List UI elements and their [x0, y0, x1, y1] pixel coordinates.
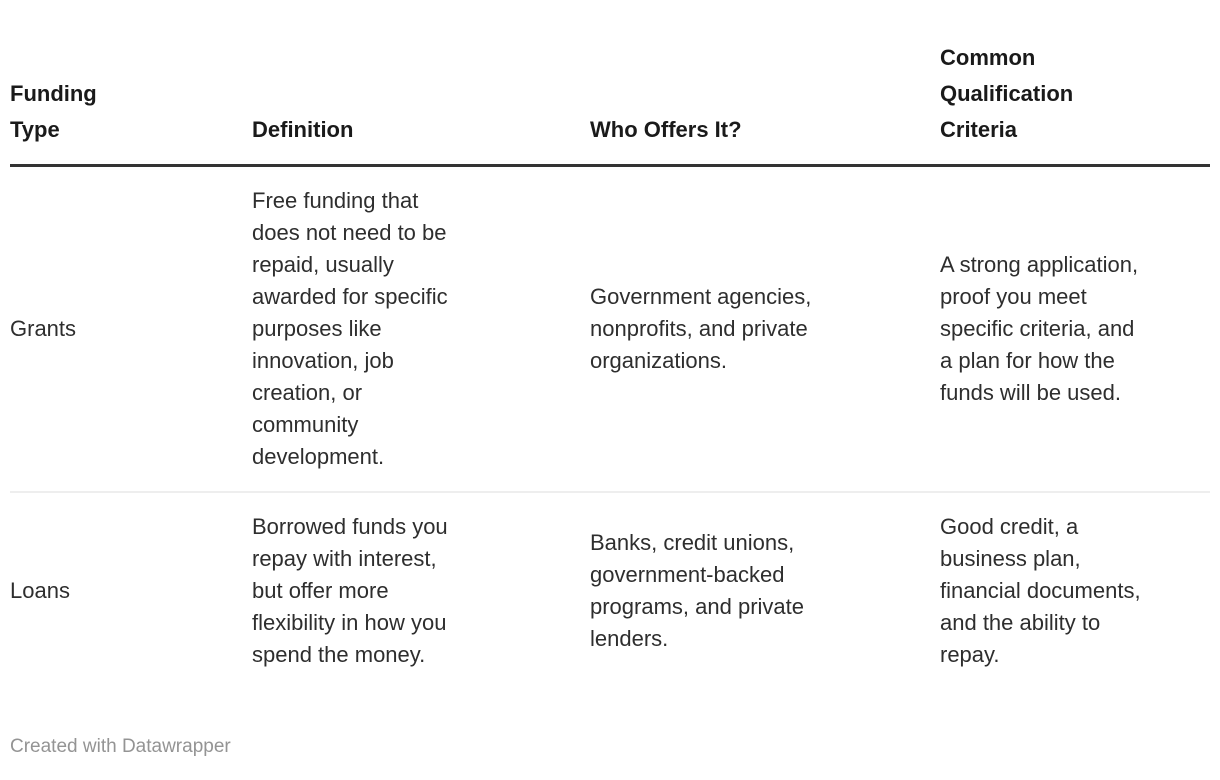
- column-header-funding-type: Funding Type: [10, 0, 252, 167]
- datawrapper-credit-link[interactable]: Created with Datawrapper: [10, 736, 231, 757]
- table-row-loans: Loans Borrowed funds you repay with inte…: [10, 492, 1210, 689]
- column-header-definition: Definition: [252, 0, 590, 167]
- cell-loans-who-offers: Banks, credit unions, government-backed …: [590, 530, 804, 651]
- funding-comparison-table: Funding Type Definition Who Offers It? C…: [10, 0, 1210, 689]
- table-header: Funding Type Definition Who Offers It? C…: [10, 0, 1210, 167]
- table-body: Grants Free funding that does not need t…: [10, 165, 1210, 690]
- column-header-qualification-criteria: Common Qualification Criteria: [940, 0, 1210, 167]
- cell-grants-criteria: A strong application, proof you meet spe…: [940, 165, 1210, 493]
- header-row: Funding Type Definition Who Offers It? C…: [10, 0, 1210, 167]
- table-row-grants: Grants Free funding that does not need t…: [10, 165, 1210, 493]
- column-header-who-offers: Who Offers It?: [590, 0, 940, 167]
- cell-loans-funding-type: Loans: [10, 578, 70, 603]
- cell-grants-definition: Free funding that does not need to be re…: [252, 165, 590, 493]
- footer: Created with Datawrapper: [10, 735, 1210, 759]
- cell-loans-definition: Borrowed funds you repay with interest, …: [252, 514, 448, 667]
- cell-grants-who-offers: Government agencies, nonprofits, and pri…: [590, 165, 940, 493]
- cell-grants-funding-type: Grants: [10, 165, 252, 493]
- cell-loans-criteria: Good credit, a business plan, financial …: [940, 514, 1141, 667]
